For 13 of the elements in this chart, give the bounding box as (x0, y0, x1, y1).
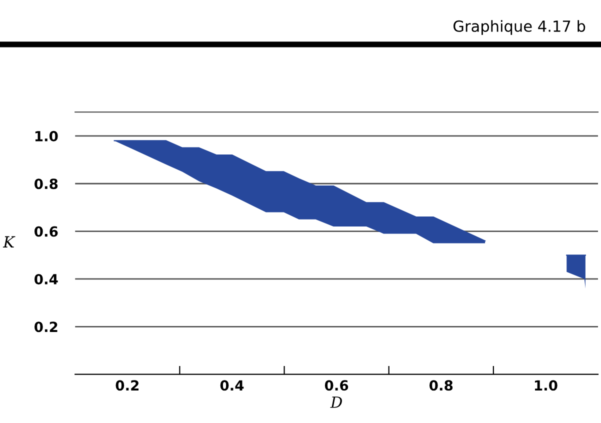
x-tick-label: 1.0 (534, 380, 558, 391)
y-tick-label: 0.6 (34, 226, 58, 237)
y-axis-title: K (2, 236, 16, 248)
y-tick-label: 1.0 (35, 130, 58, 142)
x-axis-title: D (330, 396, 342, 408)
x-tick-label: 0.8 (429, 380, 453, 391)
y-tick-label: 0.4 (34, 274, 58, 284)
x-tick-label: 0.4 (220, 380, 244, 391)
y-tick-label: 0.8 (34, 178, 58, 190)
x-tick-label: 0.2 (116, 380, 139, 391)
x-tick-label: 0.6 (324, 380, 348, 391)
chart-title: Graphique 4.17 b (454, 20, 586, 35)
y-tick-label: 0.2 (34, 322, 58, 332)
